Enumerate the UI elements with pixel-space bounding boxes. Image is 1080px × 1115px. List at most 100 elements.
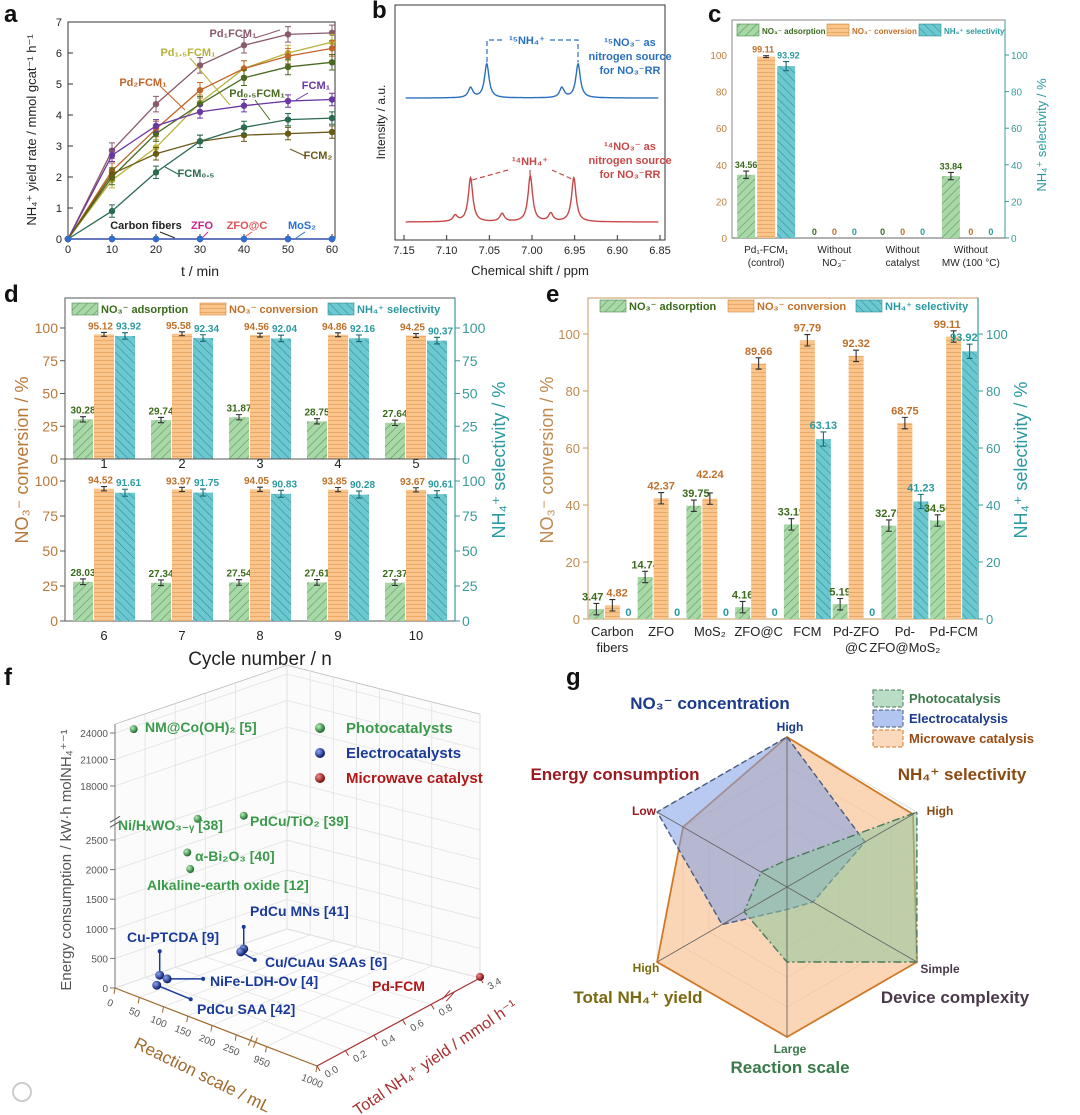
left-tick-label: 75 [42,508,58,524]
legend-label: Electrocatalysts [346,745,461,762]
data-point [328,128,336,136]
value-label: 3.47 [582,591,603,603]
bar [250,335,270,459]
y-tick-label: 2 [56,172,62,184]
data-point [328,96,336,103]
left-tick-label: 60 [716,124,728,135]
grid-line [286,673,481,724]
right-tick-label: 0 [462,613,470,629]
value-label: 27.34 [148,569,173,580]
bar [962,351,978,619]
right-tick-label: 100 [462,473,486,489]
left-tick-label: 40 [566,498,580,513]
cycle-label: 1 [100,456,107,471]
error-bar [658,491,665,505]
error-bar [820,431,827,447]
right-tick-label: 50 [462,386,478,402]
value-label: 27.54 [226,569,251,580]
x-axis-title: Cycle number / n [188,649,332,670]
error-bar [706,492,713,505]
y-tick-label: 0.4 [380,1033,398,1050]
z-tick-label: 21000 [80,756,108,767]
panel-c-control-bar-chart: 0 0 20 20 40 40 60 60 80 80 100 100 NH₄⁺ selectivity… [710,19,1049,269]
y-axis-title: Intensity / a.u. [374,85,388,160]
bar [250,489,270,621]
error-bar [853,349,860,363]
data-point [152,235,160,243]
bar [757,56,776,239]
bar [406,335,426,459]
radar-axis-level: Large [774,1042,807,1056]
legend-swatch [327,302,355,316]
z-tick-label: 1000 [86,925,109,936]
x-tick-label: 6.95 [564,245,585,257]
right-tick-label: 75 [462,353,478,369]
x-tick-label: 7.05 [479,245,500,257]
error-bar [392,419,398,426]
value-label: 94.86 [322,322,347,333]
error-bar [236,579,242,586]
bar [783,524,799,619]
spectrum-line [405,173,659,223]
z-axis-title: Energy consumption / kW·h molNH₄⁺⁻¹ [58,729,75,990]
bar [349,494,369,621]
arrow-head [241,924,246,929]
value-label: 94.52 [88,476,113,487]
error-bar [901,416,908,430]
value-label: 14.74 [631,559,659,571]
bar [229,582,249,621]
error-bar [179,486,185,493]
y-tick-label: 7 [56,17,62,29]
value-label: 28.75 [304,408,329,419]
left-tick-label: 0 [50,613,58,629]
left-tick-label: 0 [50,451,58,467]
value-label: 0 [880,227,885,237]
legend-swatch [727,299,755,313]
value-label: 4.82 [606,588,627,600]
z-tick-label: 500 [91,954,108,965]
peak-arrows [471,169,575,181]
value-label: 0 [674,607,680,619]
panel-e-catalyst-bar-chart: 0 0 20 20 40 40 60 60 80 80 100 100 NO₃⁻ adsorption N… [537,297,1031,655]
right-tick-label: 80 [986,384,1000,399]
value-label: 94.05 [244,476,269,487]
bar [777,66,796,238]
trace-label: for NO₃⁻RR [600,169,661,181]
label-leader [159,231,176,239]
left-tick-label: 100 [35,320,59,336]
grid-line [114,928,288,989]
legend-swatch [872,709,904,728]
data-point [328,45,336,52]
value-label: 95.58 [166,321,191,332]
peak-label: ¹⁵NH₄⁺ [509,35,545,47]
grid-line [235,946,432,1005]
bar [881,525,897,619]
data-point [196,62,204,69]
y-tick-label: 1 [56,203,62,215]
error-bar [257,332,263,338]
value-label: 99.11 [934,319,961,331]
error-bar [885,519,892,532]
legend-label: NO₃⁻ conversion [757,301,846,313]
error-bar [934,514,941,527]
value-label: 93.85 [322,477,347,488]
label-leader [164,166,179,175]
bar [737,174,756,238]
z-tick-label: 0 [102,984,108,995]
value-label: 34.56 [924,503,952,515]
error-bar [200,488,206,497]
legend-label: NO₃⁻ conversion [852,27,917,36]
right-axis-title: NH₄⁺ selectivity / % [1011,382,1031,539]
x-tick-label: 10 [106,244,118,256]
cycle-label: 7 [178,628,185,643]
series-label: FCM₂ [304,150,333,162]
data-point [476,972,484,981]
panel-letters: a b c d e f g [4,0,721,691]
error-bar [101,486,107,492]
cycle-label: 9 [334,628,341,643]
grid-line [286,839,481,890]
error-bar [80,416,86,423]
bar [94,334,114,459]
grid-line [205,956,403,1021]
